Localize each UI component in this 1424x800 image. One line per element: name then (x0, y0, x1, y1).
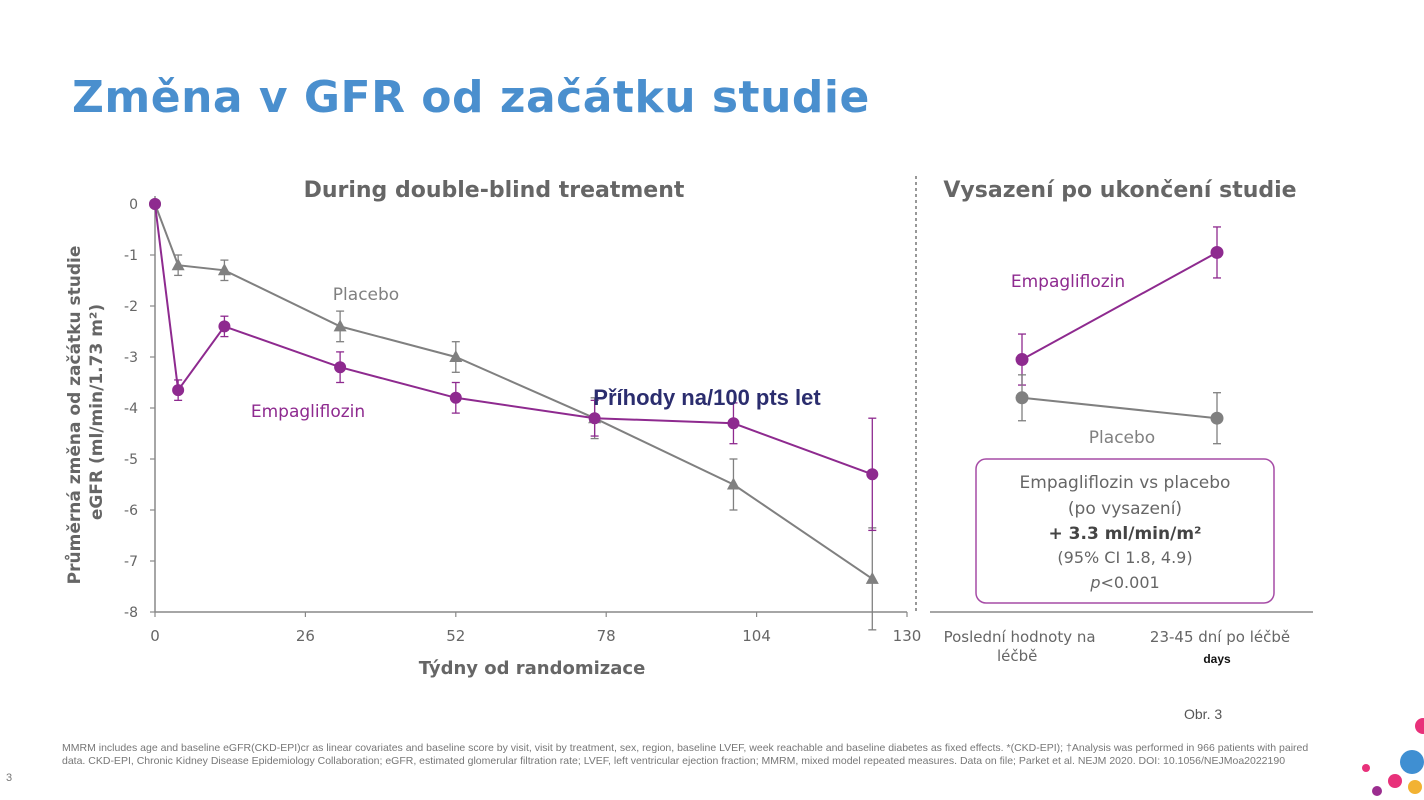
y-tick-label: -3 (124, 350, 138, 366)
y-tick-label: -4 (124, 401, 138, 417)
x-ticks: 0 26 52 78 104 130 (150, 612, 921, 645)
empagliflozin-label: Empagliflozin (251, 402, 365, 422)
result-box-line5: p<0.001 (1089, 573, 1159, 592)
x-tick-label: 78 (597, 627, 616, 645)
result-box-line1: Empagliflozin vs placebo (1020, 473, 1231, 493)
right-placebo-marker (1015, 391, 1029, 405)
y-tick-label: -5 (124, 452, 138, 468)
right-placebo-marker (1210, 411, 1224, 425)
page-number: 3 (6, 772, 13, 784)
decorative-dot (1372, 786, 1382, 796)
placebo-label: Placebo (333, 285, 399, 305)
x-tick-label: 0 (150, 627, 160, 645)
placebo-marker (217, 263, 231, 276)
empagliflozin-marker (218, 320, 231, 333)
y-axis-label: Průměrná změna od začátku studie eGFR (m… (63, 240, 107, 585)
empagliflozin-marker (588, 412, 601, 425)
footnote: MMRM includes age and baseline eGFR(CKD-… (62, 742, 1309, 767)
empagliflozin-marker (727, 417, 740, 430)
result-box (975, 458, 1275, 604)
y-tick-label: -6 (124, 503, 138, 519)
placebo-line (154, 203, 873, 580)
empagliflozin-marker (172, 384, 185, 397)
p-symbol: p (1089, 573, 1100, 592)
result-box-line4: (95% CI 1.8, 4.9) (1057, 548, 1192, 567)
placebo-marker (333, 319, 347, 332)
page-title: Změna v GFR od začátku studie (72, 72, 870, 123)
right-chart-title: Vysazení po ukončení studie (943, 178, 1296, 203)
y-tick-label: -7 (124, 554, 138, 570)
right-series (1015, 226, 1224, 445)
y-tick-label: 0 (129, 197, 138, 213)
placebo-marker (726, 477, 740, 490)
y-tick-label: -1 (124, 248, 138, 264)
y-axis-label-line2: eGFR (ml/min/1.73 m²) (87, 304, 107, 520)
result-box-line2: (po vysazení) (1068, 499, 1182, 519)
right-placebo-line (1021, 396, 1218, 420)
placebo-marker (865, 571, 879, 584)
right-category-1-label: Poslední hodnoty na léčbě (944, 628, 1101, 665)
right-empagliflozin-marker (1210, 245, 1224, 259)
decorative-dot (1400, 750, 1424, 774)
x-tick-label: 26 (296, 627, 315, 645)
placebo-marker (449, 350, 463, 362)
y-tick-label: -8 (124, 605, 138, 621)
p-value: <0.001 (1100, 573, 1159, 592)
decorative-dot (1388, 774, 1402, 788)
left-chart-title: During double-blind treatment (304, 178, 685, 203)
right-placebo-label: Placebo (1089, 428, 1155, 448)
x-tick-label: 52 (446, 627, 465, 645)
y-tick-label: -2 (124, 299, 138, 315)
y-axis-label-line1: Průměrná změna od začátku studie (63, 246, 85, 585)
x-axis-label: Týdny od randomizace (419, 658, 646, 679)
x-tick-label: 130 (893, 627, 922, 645)
y-ticks: 0 -1 -2 -3 -4 -5 -6 -7 -8 (124, 197, 155, 621)
empagliflozin-marker (866, 468, 879, 481)
right-category-2-label: 23-45 dní po léčbě (1150, 628, 1290, 646)
x-tick-label: 104 (742, 627, 771, 645)
empagliflozin-marker (334, 361, 347, 374)
placebo-marker (171, 258, 185, 271)
decorative-dot (1408, 780, 1422, 794)
empagliflozin-marker (449, 391, 462, 404)
right-empagliflozin-line (1021, 251, 1218, 361)
figure-reference: Obr. 3 (1184, 706, 1223, 722)
right-empagliflozin-label: Empagliflozin (1011, 272, 1125, 292)
result-box-line3: + 3.3 ml/min/m² (1049, 524, 1202, 544)
left-series (149, 198, 879, 631)
decorative-dot (1415, 718, 1424, 734)
empagliflozin-marker (149, 198, 161, 210)
decorative-dot (1362, 764, 1370, 772)
right-empagliflozin-marker (1015, 353, 1029, 367)
overlay-text: Příhody na/100 pts let (593, 385, 821, 410)
empagliflozin-line (154, 203, 873, 476)
right-category-2-note: days (1203, 652, 1231, 666)
